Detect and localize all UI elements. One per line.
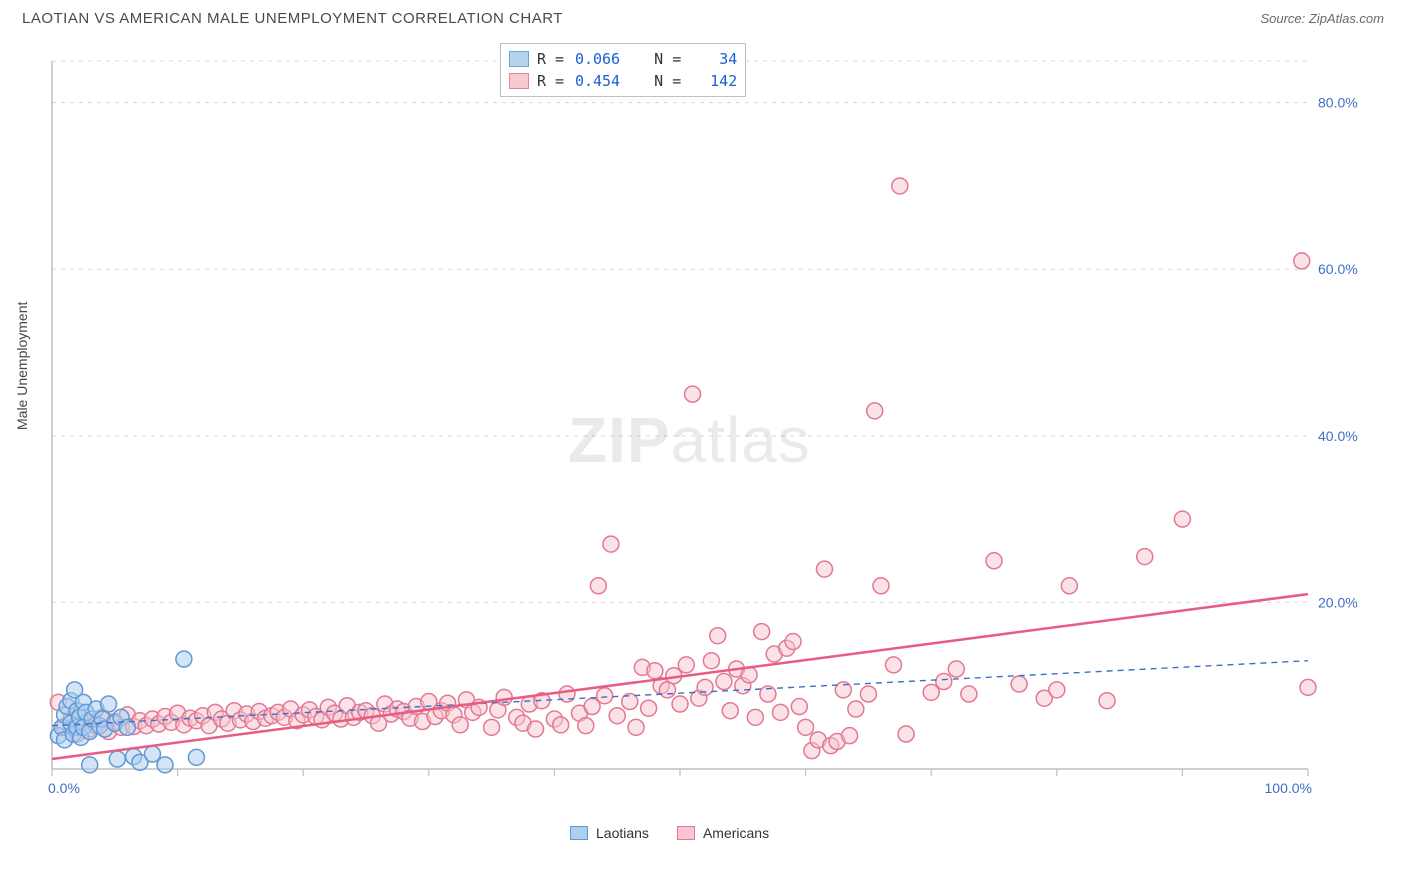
chart-source: Source: ZipAtlas.com: [1260, 11, 1384, 26]
legend-item-americans: Americans: [677, 825, 769, 841]
swatch-icon: [570, 826, 588, 840]
legend-label: Americans: [703, 825, 769, 841]
legend-label: Laotians: [596, 825, 649, 841]
legend-item-laotians: Laotians: [570, 825, 649, 841]
y-tick-label: 40.0%: [1318, 428, 1358, 444]
stats-row-americans: R =0.454 N =142: [509, 70, 737, 92]
correlation-stats-box: R =0.066 N =34R =0.454 N =142: [500, 43, 746, 97]
y-tick-label: 80.0%: [1318, 95, 1358, 111]
y-axis-label: Male Unemployment: [14, 302, 30, 430]
x-tick-label: 0.0%: [48, 780, 80, 796]
y-tick-label: 60.0%: [1318, 261, 1358, 277]
x-tick-label: 100.0%: [1265, 780, 1312, 796]
scatter-chart: 20.0% 40.0% 60.0% 80.0% 0.0% 100.0%: [48, 33, 1368, 803]
chart-title: LAOTIAN VS AMERICAN MALE UNEMPLOYMENT CO…: [22, 10, 563, 27]
swatch-icon: [677, 826, 695, 840]
chart-container: 20.0%40.0%60.0%80.0%0.0%100.0% ZIPatlas …: [48, 33, 1386, 803]
swatch-icon: [509, 51, 529, 67]
y-tick-label: 20.0%: [1318, 594, 1358, 610]
legend: Laotians Americans: [570, 825, 769, 841]
stats-row-laotians: R =0.066 N =34: [509, 48, 737, 70]
swatch-icon: [509, 73, 529, 89]
